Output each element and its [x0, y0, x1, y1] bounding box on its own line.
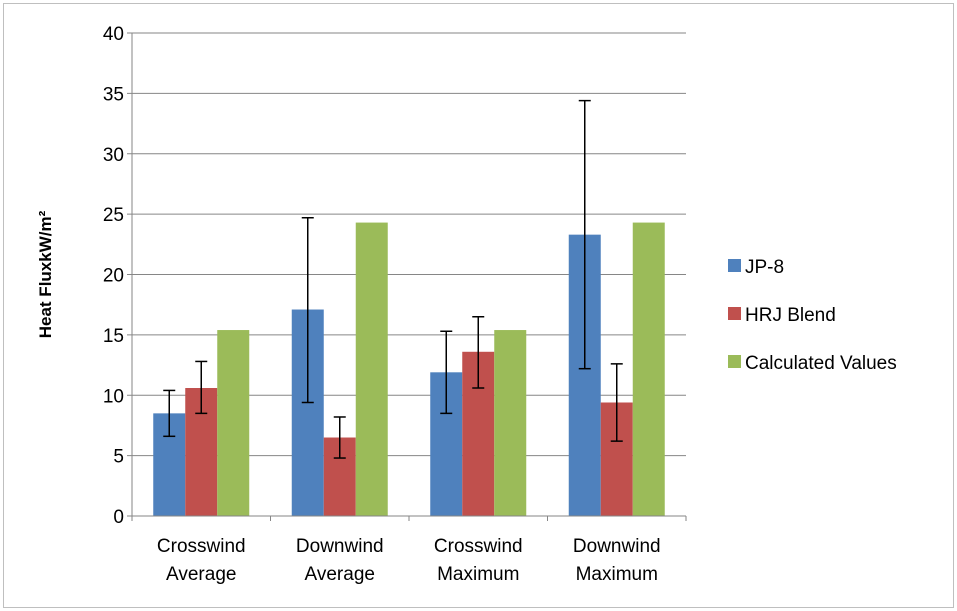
y-tick-label: 30	[103, 145, 124, 166]
legend-label: JP-8	[745, 257, 784, 278]
y-tick-label: 5	[113, 447, 124, 468]
x-tick-label: Downwind	[573, 536, 661, 557]
bar-chart: 0 5 10 15 20 25 30 35 40 Crosswind Average Downwin…	[36, 24, 897, 585]
legend-swatch	[728, 307, 741, 320]
y-tick-labels: 0 5 10 15 20 25 30 35 40	[103, 24, 124, 528]
y-tick-label: 0	[113, 507, 124, 528]
legend-label: HRJ Blend	[745, 305, 836, 326]
y-axis-label: Heat FluxkW/m²	[36, 210, 55, 338]
y-tick-label: 25	[103, 205, 124, 226]
bar	[632, 222, 665, 516]
y-tick-label: 40	[103, 24, 124, 45]
x-tick-label: Average	[166, 564, 236, 585]
x-tick-label: Crosswind	[434, 536, 523, 557]
x-tick-label: Downwind	[296, 536, 384, 557]
error-bars	[163, 99, 623, 459]
chart-frame: 0 5 10 15 20 25 30 35 40 Crosswind Average Downwin…	[3, 3, 954, 608]
y-tick-label: 35	[103, 84, 124, 105]
x-tick-label: Average	[305, 564, 375, 585]
legend-swatch	[728, 355, 741, 368]
bar	[217, 330, 250, 516]
bars	[153, 222, 665, 516]
y-tick-label: 15	[103, 326, 124, 347]
x-tick-label: Maximum	[437, 564, 519, 585]
x-tick-label: Crosswind	[157, 536, 246, 557]
axes	[127, 32, 687, 521]
x-tick-label: Maximum	[576, 564, 658, 585]
legend-swatch	[728, 259, 741, 272]
legend-label: Calculated Values	[745, 353, 897, 374]
legend: JP-8 HRJ Blend Calculated Values	[728, 257, 897, 374]
bar	[494, 330, 527, 516]
y-tick-label: 10	[103, 386, 124, 407]
x-tick-labels: Crosswind Average Downwind Average Crosswind…	[157, 536, 661, 585]
y-tick-label: 20	[103, 266, 124, 287]
bar	[355, 222, 388, 516]
